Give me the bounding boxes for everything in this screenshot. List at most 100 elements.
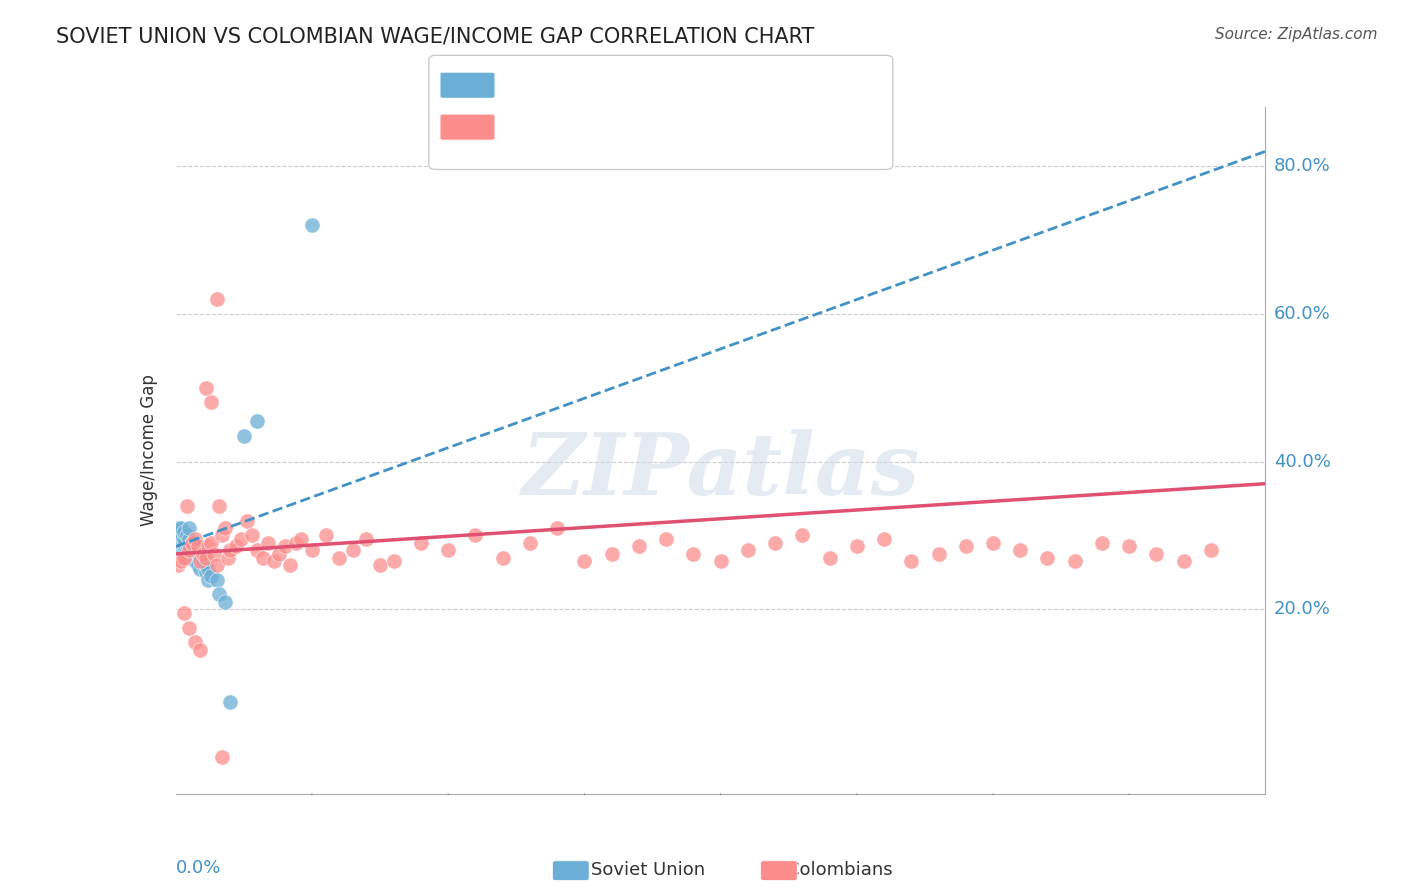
Point (200, 569, 222, 583)
Point (194, 558, 217, 572)
Point (278, 558, 301, 572)
Point (184, 532, 207, 546)
Point (205, 573, 228, 587)
Point (205, 558, 228, 572)
Point (205, 292, 228, 306)
Point (328, 550, 350, 565)
Point (167, 528, 190, 542)
Point (231, 532, 253, 546)
Point (546, 521, 568, 535)
Point (173, 606, 195, 620)
Point (191, 547, 214, 561)
Point (356, 532, 378, 546)
Point (181, 535, 204, 549)
Point (173, 532, 195, 546)
Text: 0.0%: 0.0% (176, 859, 221, 877)
Point (928, 547, 950, 561)
Point (167, 540, 190, 554)
Point (409, 535, 432, 549)
Point (284, 535, 307, 549)
Text: Colombians: Colombians (787, 861, 893, 879)
Point (845, 540, 868, 554)
Point (186, 540, 209, 554)
Point (176, 550, 198, 565)
Point (682, 547, 704, 561)
Text: ZIPatlas: ZIPatlas (522, 429, 920, 513)
Point (211, 528, 233, 542)
Point (176, 547, 198, 561)
Text: 20.0%: 20.0% (1274, 600, 1330, 618)
Text: R =  0.027    N = 49: R = 0.027 N = 49 (499, 76, 681, 94)
Text: Soviet Union: Soviet Union (591, 861, 704, 879)
Point (200, 395, 222, 409)
Point (179, 621, 201, 635)
Point (184, 554, 207, 568)
Point (1199, 543, 1222, 558)
Point (437, 543, 460, 558)
Point (170, 554, 193, 568)
Point (179, 532, 201, 546)
Point (208, 587, 231, 601)
Point (235, 514, 257, 528)
Point (225, 540, 247, 554)
Point (176, 543, 198, 558)
Point (315, 528, 337, 542)
Point (184, 635, 207, 649)
Point (818, 550, 841, 565)
Point (170, 543, 193, 558)
Point (186, 547, 209, 561)
Point (1010, 543, 1032, 558)
Point (382, 554, 405, 568)
Point (179, 540, 201, 554)
Point (1036, 550, 1059, 565)
Text: 40.0%: 40.0% (1274, 452, 1330, 471)
Point (179, 521, 201, 535)
Point (181, 550, 204, 565)
Point (263, 554, 285, 568)
Point (246, 414, 269, 428)
Point (167, 521, 190, 535)
Point (197, 540, 219, 554)
Point (176, 528, 198, 542)
Point (627, 540, 650, 554)
Point (519, 535, 541, 549)
Point (176, 499, 198, 513)
Point (188, 550, 211, 565)
Point (240, 528, 263, 542)
Point (269, 547, 291, 561)
Point (232, 428, 254, 442)
Point (1144, 547, 1167, 561)
Point (181, 547, 204, 561)
Point (217, 550, 239, 565)
Point (181, 535, 204, 549)
Point (191, 558, 214, 572)
Point (900, 554, 922, 568)
Point (188, 643, 211, 657)
Point (173, 547, 195, 561)
Point (246, 543, 269, 558)
Point (219, 695, 242, 709)
Point (188, 561, 211, 575)
Point (368, 558, 391, 572)
Point (170, 540, 193, 554)
Point (170, 532, 193, 546)
Point (492, 550, 515, 565)
Point (197, 561, 219, 575)
Point (188, 554, 211, 568)
Point (173, 543, 195, 558)
Point (186, 558, 209, 572)
Point (290, 532, 312, 546)
Point (219, 543, 242, 558)
Point (194, 381, 217, 395)
Point (301, 543, 323, 558)
Point (167, 558, 190, 572)
Text: N = 78: N = 78 (626, 118, 693, 136)
Point (173, 535, 195, 549)
Point (1091, 535, 1114, 549)
Text: SOVIET UNION VS COLOMBIAN WAGE/INCOME GAP CORRELATION CHART: SOVIET UNION VS COLOMBIAN WAGE/INCOME GA… (56, 27, 814, 46)
Point (214, 595, 236, 609)
Point (301, 218, 323, 232)
Point (763, 535, 786, 549)
Point (655, 532, 678, 546)
Point (173, 540, 195, 554)
